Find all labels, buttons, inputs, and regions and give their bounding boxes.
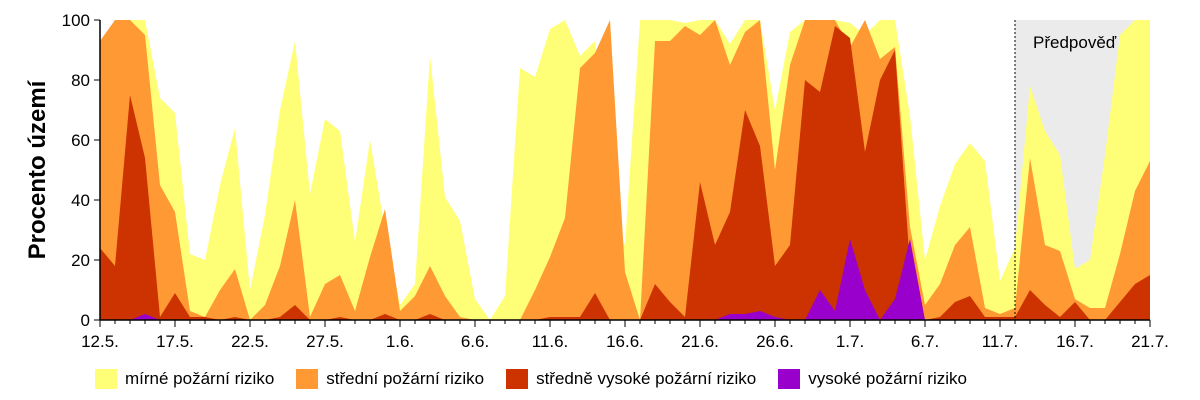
legend-swatch-medium-high [506, 369, 529, 389]
legend-item-high: vysoké požární riziko [778, 369, 967, 389]
x-tick-label: 22.5. [231, 332, 269, 351]
series-area-medium-high [100, 26, 1150, 320]
y-tick-label: 0 [81, 311, 90, 330]
legend-label-mild: mírné požární riziko [125, 369, 275, 388]
legend-item-mild: mírné požární riziko [95, 369, 274, 389]
x-tick-label: 11.6. [532, 332, 569, 351]
axes: 0 20 40 60 80 100 12.5. 17.5. 22.5. 27.5. 1.6. 6.6.… [62, 11, 1169, 351]
series-areas [100, 20, 1150, 320]
y-tick-label: 80 [71, 71, 90, 90]
x-tick-label: 26.6. [756, 332, 794, 351]
y-tick-label: 20 [71, 251, 90, 270]
legend: mírné požární riziko střední požární riz… [95, 369, 989, 389]
legend-label-high: vysoké požární riziko [808, 369, 967, 388]
y-axis-label: Procento území [24, 79, 51, 259]
forecast-label: Předpověď [1033, 33, 1117, 52]
x-tick-label: 11.7. [982, 332, 1019, 351]
legend-item-medium: střední požární riziko [296, 369, 484, 389]
legend-label-medium-high: středně vysoké požární riziko [536, 369, 757, 388]
x-tick-label: 16.6. [606, 332, 644, 351]
legend-swatch-medium [296, 369, 319, 389]
y-tick-label: 100 [62, 11, 90, 30]
y-tick-label: 40 [71, 191, 90, 210]
legend-label-medium: střední požární riziko [326, 369, 485, 388]
x-tick-label: 27.5. [306, 332, 344, 351]
x-tick-label: 21.6. [681, 332, 719, 351]
x-tick-label: 1.7. [836, 332, 864, 351]
x-tick-label: 17.5. [156, 332, 194, 351]
x-tick-label: 16.7. [1056, 332, 1094, 351]
x-tick-label: 12.5. [81, 332, 119, 351]
x-tick-label: 6.7. [911, 332, 939, 351]
legend-swatch-mild [95, 369, 117, 389]
legend-item-medium-high: středně vysoké požární riziko [506, 369, 756, 389]
legend-swatch-high [778, 369, 801, 389]
y-tick-label: 60 [71, 131, 90, 150]
x-tick-label: 21.7. [1131, 332, 1169, 351]
x-tick-label: 6.6. [461, 332, 489, 351]
x-tick-label: 1.6. [386, 332, 414, 351]
